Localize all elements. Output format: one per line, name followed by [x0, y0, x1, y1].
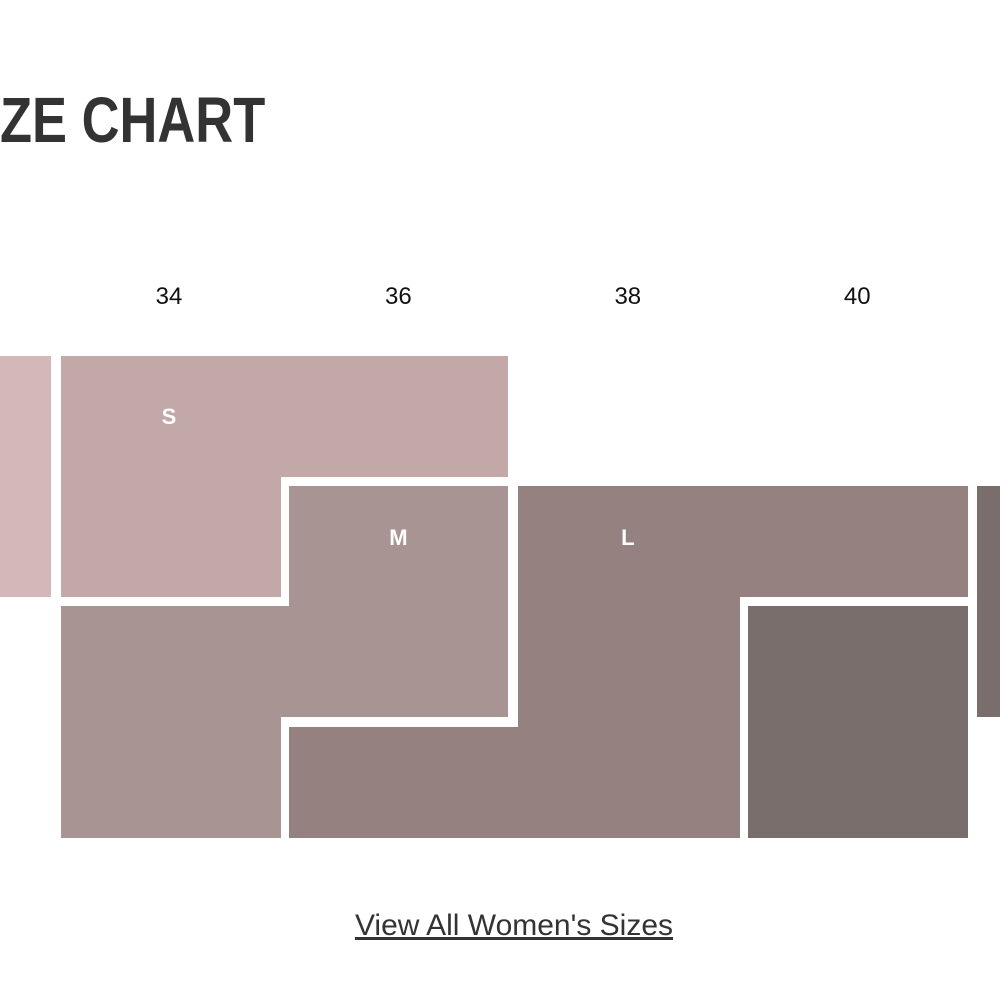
- page-title: ZE CHART: [0, 85, 265, 156]
- column-header: 34: [156, 283, 183, 310]
- column-header: 40: [844, 283, 871, 310]
- view-all-link[interactable]: View All Women's Sizes: [355, 909, 673, 942]
- size-label: M: [389, 525, 407, 550]
- size-block: [61, 486, 508, 838]
- size-block: [61, 356, 508, 597]
- size-block: [748, 606, 968, 838]
- size-block: [0, 356, 51, 597]
- size-label: L: [621, 525, 634, 550]
- size-label: S: [162, 404, 177, 429]
- size-block: [977, 486, 1000, 717]
- column-header: 36: [385, 283, 412, 310]
- column-header: 38: [614, 283, 641, 310]
- size-block: [289, 486, 968, 838]
